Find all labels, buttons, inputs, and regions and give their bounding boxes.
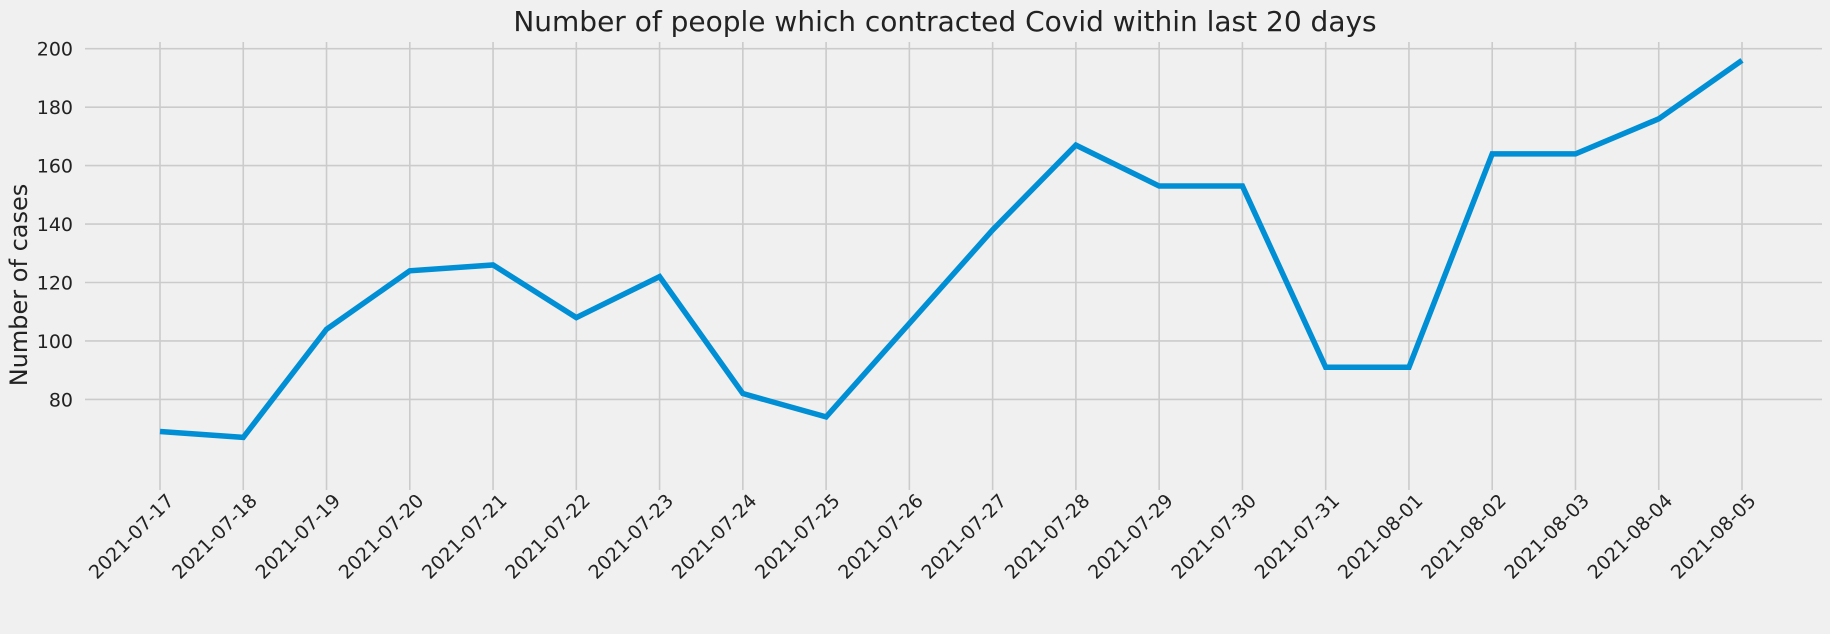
data-point	[824, 414, 829, 419]
y-tick-label: 80	[49, 389, 73, 411]
data-point	[740, 391, 745, 396]
x-tick-label: 2021-07-28	[1001, 490, 1095, 584]
x-tick-label: 2021-07-26	[834, 490, 928, 584]
x-tick-label: 2021-07-17	[85, 490, 179, 584]
x-tick-label: 2021-07-22	[501, 490, 595, 584]
data-point	[1656, 116, 1661, 121]
data-point	[324, 327, 329, 332]
y-tick-labels: 80 100 120 140 160 180 200	[37, 39, 73, 412]
x-tick-labels: 2021-07-172021-07-182021-07-192021-07-20…	[85, 490, 1761, 584]
data-point	[1573, 151, 1578, 156]
x-tick-label: 2021-07-30	[1167, 490, 1261, 584]
x-tick-label: 2021-08-04	[1584, 490, 1678, 584]
x-tick-label: 2021-07-21	[418, 490, 512, 584]
data-point	[1323, 365, 1328, 370]
x-tick-label: 2021-07-20	[335, 490, 429, 584]
x-tick-label: 2021-07-19	[251, 490, 345, 584]
data-point	[158, 429, 163, 434]
data-point	[657, 274, 662, 279]
chart-title: Number of people which contracted Covid …	[513, 5, 1376, 38]
data-point	[1157, 184, 1162, 189]
data-point	[907, 321, 912, 326]
x-tick-label: 2021-07-24	[668, 490, 762, 584]
y-tick-label: 140	[37, 214, 73, 236]
series	[158, 58, 1745, 441]
x-tick-label: 2021-08-01	[1334, 490, 1428, 584]
x-tick-label: 2021-07-18	[168, 490, 262, 584]
y-axis-label: Number of cases	[5, 184, 33, 386]
data-point	[574, 315, 579, 320]
x-tick-label: 2021-08-02	[1417, 490, 1511, 584]
data-point	[1490, 151, 1495, 156]
data-point	[990, 227, 995, 232]
data-point	[491, 262, 496, 267]
y-tick-label: 100	[37, 331, 73, 353]
x-tick-label: 2021-07-25	[751, 490, 845, 584]
y-tick-label: 160	[37, 156, 73, 178]
data-point	[241, 435, 246, 440]
x-tick-label: 2021-07-23	[584, 490, 678, 584]
y-tick-label: 120	[37, 272, 73, 294]
data-point	[1406, 365, 1411, 370]
y-tick-label: 200	[37, 39, 73, 61]
data-point	[1740, 58, 1745, 63]
y-tick-label: 180	[37, 97, 73, 119]
data-point	[407, 268, 412, 273]
x-tick-label: 2021-08-03	[1500, 490, 1594, 584]
x-tick-label: 2021-08-05	[1667, 490, 1761, 584]
series-line	[159, 58, 1744, 441]
x-tick-label: 2021-07-27	[918, 490, 1012, 584]
grid	[85, 42, 1822, 490]
x-tick-label: 2021-07-31	[1251, 490, 1345, 584]
data-point	[1240, 184, 1245, 189]
x-tick-label: 2021-07-29	[1084, 490, 1178, 584]
data-point	[1073, 143, 1078, 148]
